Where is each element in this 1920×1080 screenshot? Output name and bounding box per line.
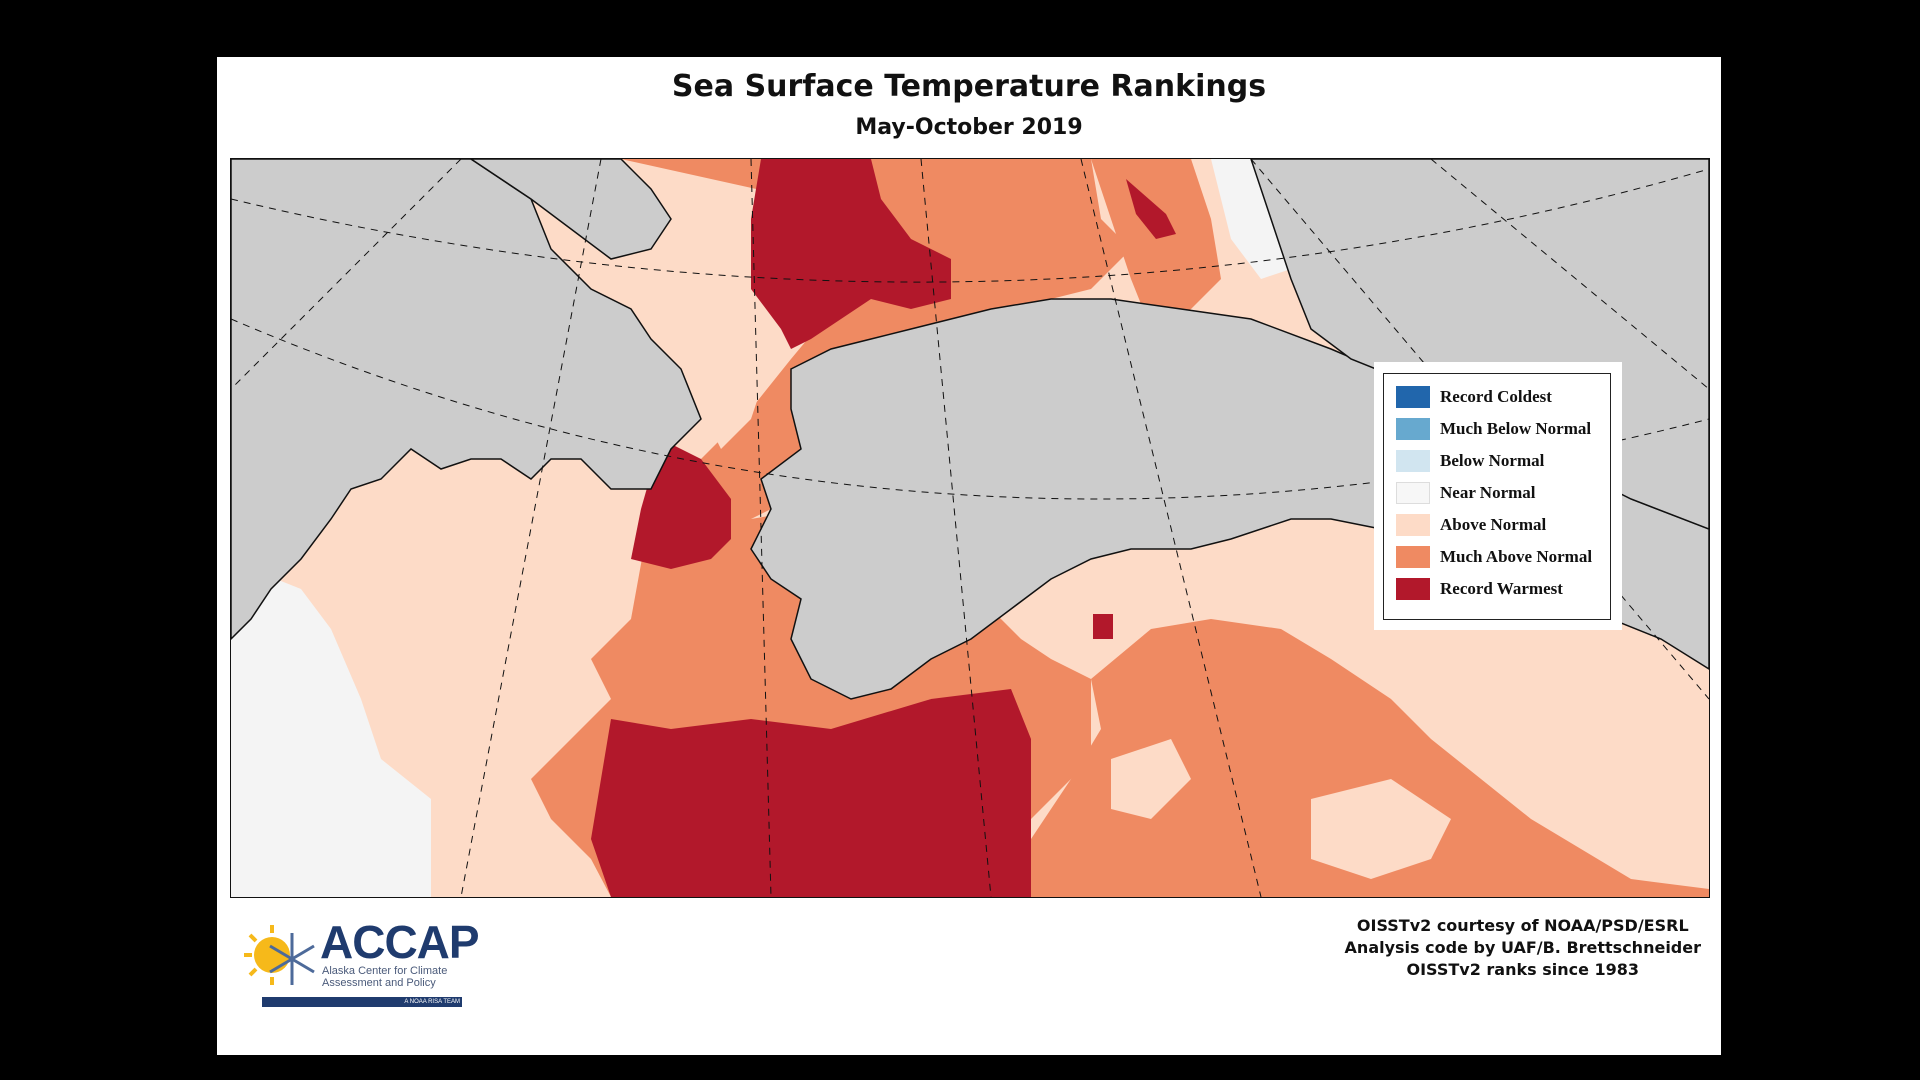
data-credits: OISSTv2 courtesy of NOAA/PSD/ESRL Analys… [1345,915,1701,981]
legend-label: Much Above Normal [1440,547,1593,566]
legend-label: Near Normal [1440,483,1536,502]
ocean-above-normal-chukchi-strip [701,259,771,449]
legend-label: Record Coldest [1440,387,1552,406]
legend-entry-below-normal: Below Normal [1396,448,1611,474]
legend-label: Record Warmest [1440,579,1563,598]
map-legend: Record Coldest Much Below Normal Below N… [1374,362,1622,630]
ocean-near-normal-northeast [1211,159,1291,279]
map-subtitle: May-October 2019 [855,115,1083,140]
legend-box: Record Coldest Much Below Normal Below N… [1383,373,1611,620]
legend-swatch [1396,386,1430,408]
accap-logo: ACCAP Alaska Center for Climate Assessme… [242,915,480,1007]
legend-swatch [1396,578,1430,600]
legend-swatch [1396,450,1430,472]
logo-team-tagline: A NOAA RISA TEAM [404,999,460,1005]
credit-line: Analysis code by UAF/B. Brettschneider [1344,938,1701,957]
legend-entry-above-normal: Above Normal [1396,512,1611,538]
legend-label: Much Below Normal [1440,419,1592,438]
ocean-record-warmest-chukchi [751,159,951,349]
legend-entry-record-warmest: Record Warmest [1396,576,1611,602]
legend-swatch [1396,546,1430,568]
ocean-above-normal-goa-3 [1111,739,1191,819]
ocean-near-normal-west [231,459,431,897]
land-north-siberia [469,159,672,260]
ocean-record-warmest-east [1126,179,1176,239]
land-siberia [231,159,702,641]
credit-line: OISSTv2 courtesy of NOAA/PSD/ESRL [1356,916,1689,935]
legend-swatch [1396,514,1430,536]
logo-bar: A NOAA RISA TEAM [262,997,462,1007]
map-figure: Sea Surface Temperature Rankings May-Oct… [217,57,1721,1055]
legend-label: Below Normal [1440,451,1545,470]
legend-entry-much-above-normal: Much Above Normal [1396,544,1611,570]
logo-acronym: ACCAP [320,916,480,968]
logo-full-name: Alaska Center for Climate Assessment and… [322,965,448,989]
sun-snowflake-icon [244,925,315,985]
legend-entry-much-below-normal: Much Below Normal [1396,416,1611,442]
ocean-much-above-east-arctic [1091,159,1221,329]
legend-label: Above Normal [1440,515,1547,534]
ocean-above-normal-goa-2 [1311,779,1451,879]
legend-swatch [1396,482,1430,504]
legend-entry-near-normal: Near Normal [1396,480,1611,506]
ocean-record-warmest-south [591,689,1031,897]
legend-entry-record-coldest: Record Coldest [1396,384,1611,410]
ocean-record-warmest-goa-spot [1093,614,1113,639]
ocean-much-above-goa [991,619,1709,897]
map-title: Sea Surface Temperature Rankings [671,69,1267,104]
legend-swatch [1396,418,1430,440]
credit-line: OISSTv2 ranks since 1983 [1406,960,1640,979]
sst-rankings-map: Record Coldest Much Below Normal Below N… [230,158,1710,898]
